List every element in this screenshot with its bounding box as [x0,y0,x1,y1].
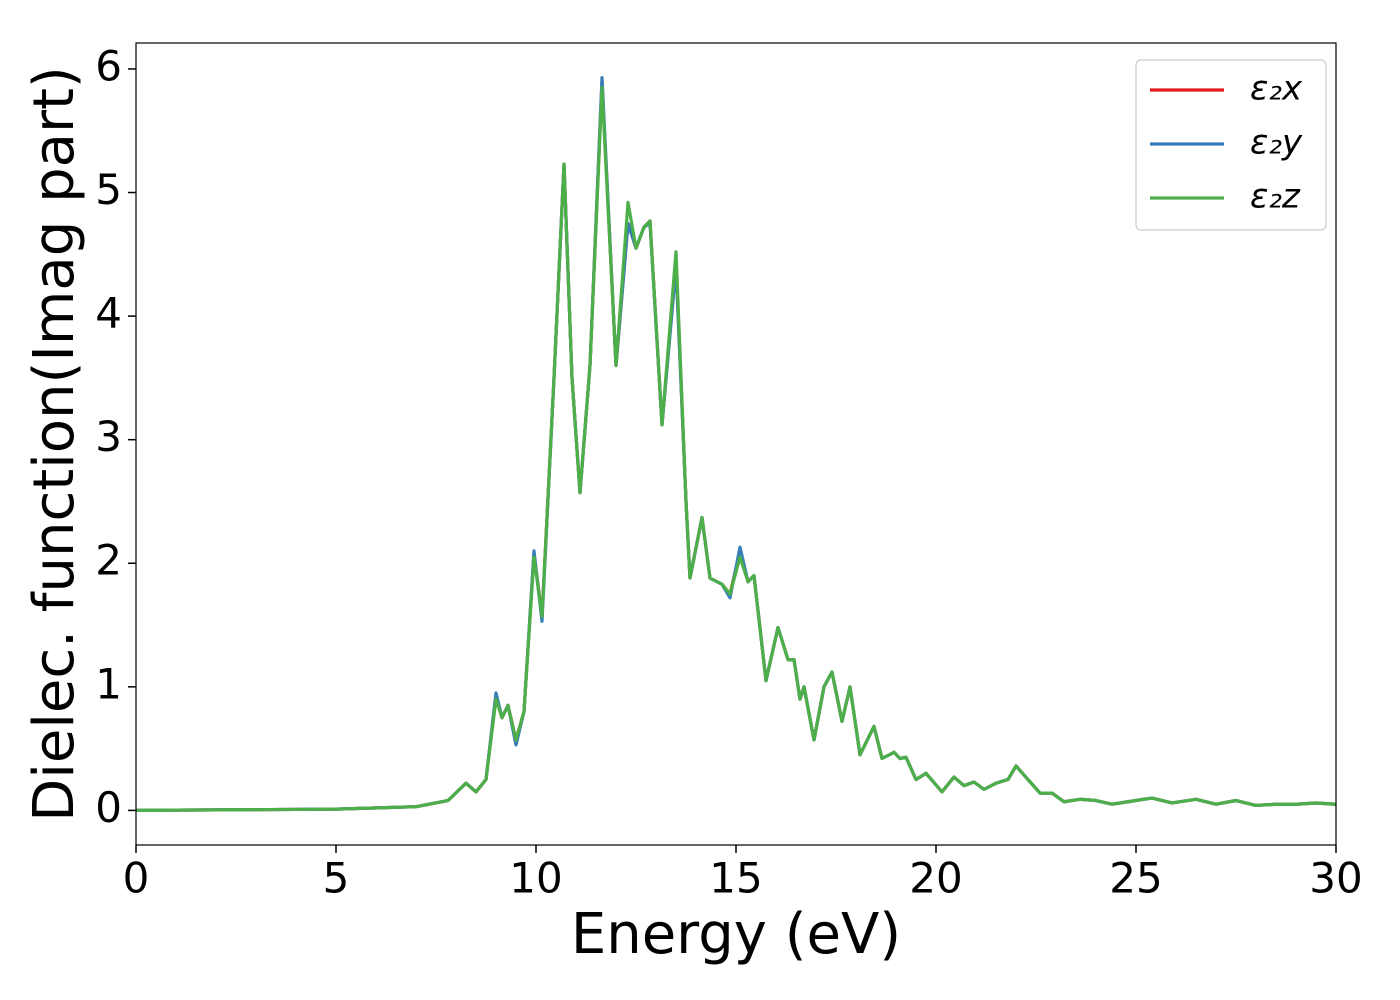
x-tick-label: 15 [709,854,762,903]
plot-frame [135,42,1337,846]
x-tick-label: 5 [323,854,350,903]
legend-label: ε₂x [1250,69,1303,109]
x-tick-label: 20 [909,854,962,903]
x-tick-label: 25 [1109,854,1162,903]
y-tick-label: 5 [95,165,122,214]
x-tick-label: 10 [509,854,562,903]
legend-box [1135,59,1327,231]
y-tick-label: 4 [95,289,122,338]
legend-label: ε₂z [1250,177,1301,217]
y-tick-label: 1 [95,659,122,708]
x-tick-label: 30 [1309,854,1362,903]
x-axis-label: Energy (eV) [571,902,901,967]
x-tick-label: 0 [123,854,150,903]
legend-label: ε₂y [1250,123,1303,163]
y-tick-label: 6 [95,41,122,90]
y-axis-label: Dielec. function(Imag part) [22,66,87,822]
series-line [136,85,1336,812]
y-tick-label: 3 [95,412,122,461]
y-tick-label: 2 [95,536,122,585]
y-tick-label: 0 [95,783,122,832]
